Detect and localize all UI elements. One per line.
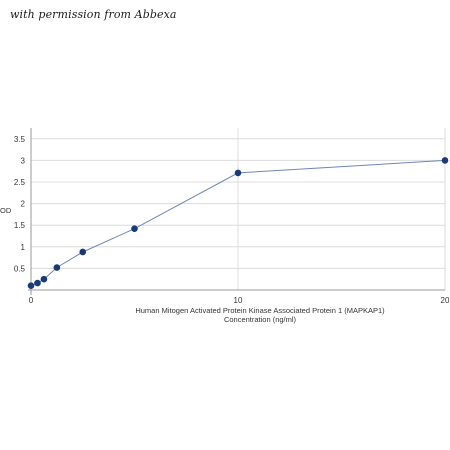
x-tick-label: 20 <box>441 296 450 305</box>
y-tick-label: 3.5 <box>14 135 26 144</box>
data-point <box>53 264 61 271</box>
axis-titles: OD Human Mitogen Activated Protein Kinase… <box>0 206 385 324</box>
y-tick-label: 3 <box>21 156 26 165</box>
y-tick-label: 2.5 <box>14 178 26 187</box>
tick-labels: 0.5 1 1.5 2 2.5 3 3.5 0 10 20 <box>14 135 450 305</box>
data-point <box>34 279 41 287</box>
data-series <box>27 157 449 289</box>
y-tick-label: 1.5 <box>14 221 26 230</box>
data-point <box>131 225 138 232</box>
y-tick-label: 1 <box>21 243 26 252</box>
data-point <box>40 275 48 283</box>
x-axis-title-line: Human Mitogen Activated Protein Kinase A… <box>135 306 385 315</box>
data-point <box>441 157 449 164</box>
grid-lines <box>31 128 446 290</box>
data-point <box>234 169 242 177</box>
y-tick-label: 2 <box>21 200 26 209</box>
watermark-text: with permission from Abbexa <box>10 8 177 21</box>
x-tick-label: 0 <box>29 296 34 305</box>
axes <box>28 128 445 295</box>
y-tick-label: 0.5 <box>14 264 26 273</box>
y-axis-title: OD <box>0 206 12 215</box>
data-point <box>27 282 35 289</box>
x-tick-label: 10 <box>234 296 243 305</box>
data-point <box>79 248 87 256</box>
x-axis-title-line: Concentration (ng/ml) <box>224 315 297 324</box>
